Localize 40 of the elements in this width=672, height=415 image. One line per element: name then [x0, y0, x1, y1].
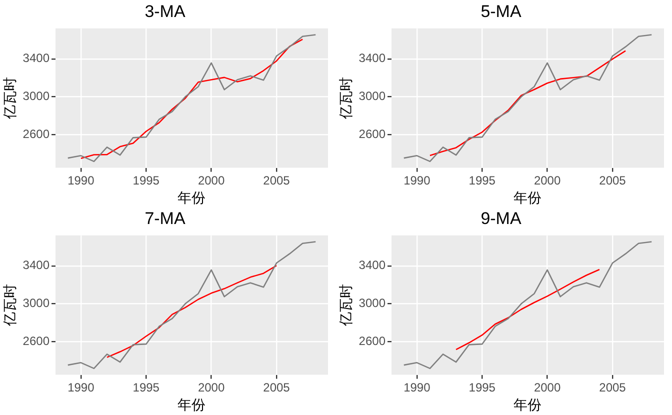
- y-tick-label: 3400: [358, 258, 386, 272]
- y-axis-title: 亿瓦时: [1, 77, 18, 120]
- x-tick-label: 2005: [599, 173, 626, 188]
- chart-title: 3-MA: [144, 2, 186, 21]
- x-tick-label: 2000: [534, 173, 561, 188]
- y-axis-title: 亿瓦时: [337, 284, 354, 328]
- y-axis-title: 亿瓦时: [337, 77, 354, 120]
- y-tick-label: 3000: [358, 296, 386, 310]
- y-tick-label: 3000: [358, 89, 386, 104]
- x-axis-title: 年份: [178, 189, 206, 206]
- x-tick-label: 2000: [198, 173, 225, 188]
- y-tick-label: 2600: [22, 334, 50, 348]
- x-tick-label: 2005: [263, 173, 290, 188]
- x-axis-title: 年份: [514, 189, 542, 206]
- y-tick-label: 3400: [22, 258, 50, 272]
- x-tick-label: 1990: [404, 173, 431, 188]
- x-tick-label: 2000: [534, 380, 561, 394]
- x-tick-label: 1995: [132, 173, 160, 188]
- x-axis-title: 年份: [514, 396, 542, 412]
- y-tick-label: 3000: [22, 296, 50, 310]
- y-tick-label: 3000: [22, 89, 50, 104]
- chart-title: 9-MA: [480, 208, 522, 228]
- x-tick-label: 2005: [263, 380, 290, 394]
- y-tick-label: 2600: [358, 127, 386, 142]
- y-tick-label: 3400: [22, 51, 50, 66]
- x-tick-label: 1995: [468, 173, 496, 188]
- x-tick-label: 2005: [599, 380, 626, 394]
- y-axis-title: 亿瓦时: [1, 284, 18, 328]
- y-tick-label: 3400: [358, 51, 386, 66]
- chart-title: 5-MA: [480, 2, 522, 21]
- x-tick-label: 1995: [468, 380, 496, 394]
- x-tick-label: 1995: [132, 380, 160, 394]
- x-tick-label: 2000: [198, 380, 225, 394]
- x-tick-label: 1990: [404, 380, 431, 394]
- y-tick-label: 2600: [22, 127, 50, 142]
- chart-title: 7-MA: [144, 208, 186, 228]
- x-tick-label: 1990: [68, 173, 95, 188]
- x-tick-label: 1990: [68, 380, 95, 394]
- y-tick-label: 2600: [358, 334, 386, 348]
- x-axis-title: 年份: [178, 396, 206, 412]
